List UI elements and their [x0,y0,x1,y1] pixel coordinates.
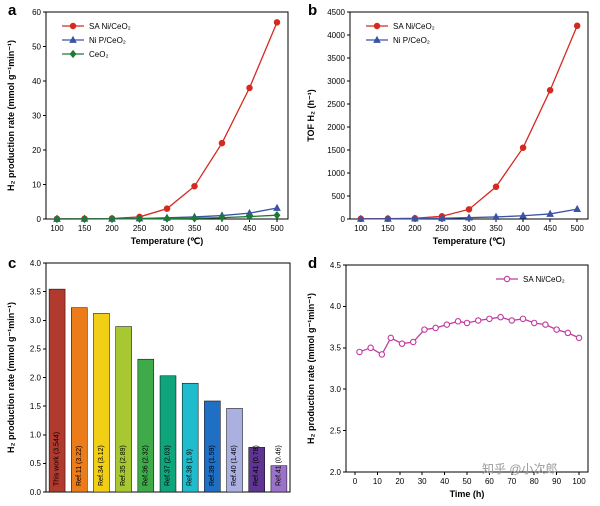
svg-text:Ref.40 (1.46): Ref.40 (1.46) [231,445,238,486]
svg-text:3.0: 3.0 [330,385,342,394]
svg-text:2.0: 2.0 [330,468,342,477]
svg-text:30: 30 [418,477,427,486]
svg-text:Ref.41 (0.78): Ref.41 (0.78) [253,445,260,486]
svg-text:Ref.34 (3.12): Ref.34 (3.12) [98,445,105,486]
svg-text:50: 50 [463,477,472,486]
svg-text:350: 350 [489,224,503,233]
svg-text:Time (h): Time (h) [450,489,485,499]
panel-a-chart: 0 10 20 30 40 50 60 100 150 200 250 300 350 400 450 500… [6,8,289,246]
panel-b-label: b [308,2,318,19]
svg-text:200: 200 [408,224,422,233]
svg-text:3000: 3000 [327,77,345,86]
panel-c-label: c [8,255,17,272]
panel-d-label: d [308,255,318,272]
svg-text:500: 500 [332,192,346,201]
panel-c-chart: 0.0 0.5 1.0 1.5 2.0 2.5 3.0 3.5 4.0 H₂ production… [6,259,291,497]
svg-text:400: 400 [215,224,229,233]
svg-text:2.0: 2.0 [30,373,42,382]
panel-a-label: a [8,2,17,19]
svg-text:20: 20 [395,477,404,486]
panel-b: b 0 500 1000 1500 2000 2500 3000 3500 4000 4500 10… [300,0,600,253]
svg-text:60: 60 [485,477,494,486]
svg-text:4.0: 4.0 [30,259,42,268]
svg-text:450: 450 [243,224,257,233]
svg-text:Ref.41 (0.46): Ref.41 (0.46) [275,445,282,486]
svg-text:0: 0 [341,215,346,224]
panel-c: c 0.0 0.5 1.0 1.5 2.0 2.5 3.0 3.5 4.0 H₂ producti… [0,253,300,506]
svg-text:60: 60 [32,8,41,17]
svg-text:3.5: 3.5 [330,344,342,353]
svg-text:300: 300 [462,224,476,233]
svg-text:TOF H₂ (h⁻¹): TOF H₂ (h⁻¹) [306,89,316,142]
svg-text:2.5: 2.5 [30,345,42,354]
svg-text:0.0: 0.0 [30,488,42,497]
svg-text:SA Ni/CeO₂: SA Ni/CeO₂ [523,275,565,284]
svg-text:0: 0 [37,215,42,224]
svg-text:100: 100 [572,477,586,486]
watermark: 知乎 @小次郎 [482,462,558,476]
panel-d-chart: 2.0 2.5 3.0 3.5 4.0 4.5 0 10 20 30 40 50 60 70 80 90 100… [306,261,589,499]
svg-text:2000: 2000 [327,123,345,132]
svg-text:10: 10 [32,180,41,189]
svg-text:Ni P/CeO₂: Ni P/CeO₂ [393,36,430,45]
svg-text:4500: 4500 [327,8,345,17]
svg-text:250: 250 [133,224,147,233]
svg-text:0.5: 0.5 [30,459,42,468]
svg-text:10: 10 [373,477,382,486]
svg-text:Ref.38 (1.9): Ref.38 (1.9) [187,449,194,486]
svg-text:Temperature (℃): Temperature (℃) [433,236,505,246]
svg-text:CeO₂: CeO₂ [89,50,109,59]
svg-text:200: 200 [105,224,119,233]
svg-text:1500: 1500 [327,146,345,155]
svg-text:0: 0 [353,477,358,486]
svg-text:Ref.37 (2.03): Ref.37 (2.03) [165,445,172,486]
svg-text:100: 100 [50,224,64,233]
svg-text:40: 40 [32,77,41,86]
svg-text:3.0: 3.0 [30,316,42,325]
svg-text:3.5: 3.5 [30,287,42,296]
svg-text:350: 350 [188,224,202,233]
svg-text:This work (3.544): This work (3.544) [54,432,61,486]
svg-text:70: 70 [507,477,516,486]
svg-text:300: 300 [160,224,174,233]
svg-text:450: 450 [543,224,557,233]
svg-text:4.0: 4.0 [330,302,342,311]
svg-text:40: 40 [440,477,449,486]
svg-text:4.5: 4.5 [330,261,342,270]
svg-text:150: 150 [78,224,92,233]
svg-text:150: 150 [381,224,395,233]
svg-text:2.5: 2.5 [330,426,342,435]
svg-text:400: 400 [516,224,530,233]
svg-text:4000: 4000 [327,31,345,40]
svg-text:Temperature (℃): Temperature (℃) [131,236,203,246]
svg-text:20: 20 [32,146,41,155]
svg-text:50: 50 [32,42,41,51]
svg-text:H₂ production rate (mmol g⁻¹mi: H₂ production rate (mmol g⁻¹min⁻¹) [306,293,316,444]
svg-text:2500: 2500 [327,100,345,109]
svg-text:90: 90 [552,477,561,486]
svg-text:30: 30 [32,111,41,120]
svg-text:H₂ production rate (mmol g⁻¹mi: H₂ production rate (mmol g⁻¹min⁻¹) [6,40,16,191]
svg-text:250: 250 [435,224,449,233]
svg-text:1000: 1000 [327,169,345,178]
svg-text:500: 500 [270,224,284,233]
panel-b-chart: 0 500 1000 1500 2000 2500 3000 3500 4000 4500 100 1… [306,8,589,246]
svg-text:H₂ production rate (mmol g⁻¹mi: H₂ production rate (mmol g⁻¹min⁻¹) [6,302,16,453]
svg-text:SA Ni/CeO₂: SA Ni/CeO₂ [89,22,131,31]
svg-text:100: 100 [354,224,368,233]
svg-text:Ref.36 (2.32): Ref.36 (2.32) [142,445,149,486]
svg-text:1.5: 1.5 [30,402,42,411]
svg-text:Ref.11 (3.22): Ref.11 (3.22) [76,446,83,486]
svg-text:80: 80 [530,477,539,486]
svg-text:3500: 3500 [327,54,345,63]
svg-text:Ni P/CeO₂: Ni P/CeO₂ [89,36,126,45]
svg-text:1.0: 1.0 [30,431,42,440]
svg-text:SA Ni/CeO₂: SA Ni/CeO₂ [393,22,435,31]
panel-d: d 2.0 2.5 3.0 3.5 4.0 4.5 0 10 20 30 40 50 60 70 80 90 1… [300,253,600,506]
svg-text:Ref.35 (2.89): Ref.35 (2.89) [120,445,127,486]
svg-text:500: 500 [571,224,585,233]
svg-text:Ref.39 (1.59): Ref.39 (1.59) [209,445,216,486]
panel-a: a 0 10 20 30 40 50 60 100 150 200 250 300 350 400 450 5… [0,0,300,253]
